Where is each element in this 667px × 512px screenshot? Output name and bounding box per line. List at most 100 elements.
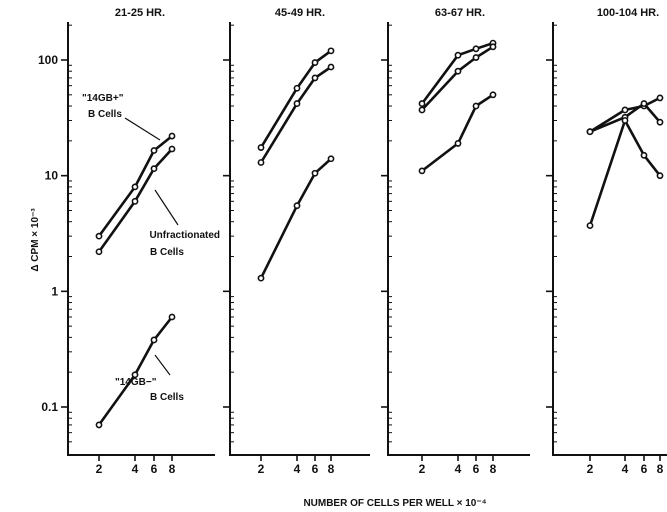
data-point — [311, 59, 319, 66]
annotation-unfractionated-cells: B Cells — [150, 247, 184, 258]
data-point — [454, 140, 462, 147]
x-tick-label: 4 — [294, 462, 301, 476]
x-tick-label: 6 — [312, 462, 319, 476]
data-point — [489, 43, 497, 51]
axis-frame — [67, 22, 215, 456]
data-point — [621, 106, 629, 114]
x-tick-label: 6 — [473, 462, 480, 476]
x-tick-label: 8 — [490, 462, 497, 476]
x-tick-label: 2 — [258, 462, 265, 476]
x-tick-label: 4 — [455, 462, 462, 476]
data-point — [418, 167, 426, 175]
data-point — [472, 102, 480, 110]
data-point — [95, 232, 103, 240]
panel-2: 2 4 6 8 45-49 HR. — [223, 7, 370, 476]
series-line-3 — [259, 157, 333, 280]
x-tick-label: 2 — [587, 462, 594, 476]
panel-4: 2 4 6 8 100-104 HR. — [546, 7, 667, 476]
series-line-2 — [588, 102, 662, 133]
data-point — [656, 118, 664, 126]
data-point — [454, 67, 462, 75]
panel-3: 2 4 6 8 63-67 HR. — [381, 7, 530, 476]
data-point — [293, 100, 301, 107]
data-point — [95, 248, 103, 256]
data-point — [454, 51, 462, 59]
x-tick-label: 6 — [151, 462, 158, 476]
x-tick-label: 8 — [328, 462, 335, 476]
series-line-2 — [97, 147, 174, 253]
data-point — [168, 145, 176, 153]
data-point — [418, 106, 426, 114]
data-point — [656, 94, 664, 102]
data-point — [472, 54, 480, 61]
data-point — [621, 117, 629, 124]
series-line-2 — [259, 65, 333, 164]
data-point — [168, 313, 176, 321]
x-axis-label: NUMBER OF CELLS PER WELL × 10⁻⁴ — [303, 498, 486, 509]
axis-frame — [552, 22, 667, 456]
annotation-unfractionated: Unfractionated — [149, 230, 220, 241]
x-tick-label: 4 — [132, 462, 139, 476]
data-point — [489, 91, 497, 99]
data-point — [327, 155, 335, 163]
data-point — [640, 100, 648, 107]
leader-line — [154, 354, 171, 376]
axis-frame — [229, 22, 370, 456]
series-line-3 — [420, 93, 495, 173]
annotation-14gb-minus-cells: B Cells — [150, 392, 184, 403]
y-axis-label: Δ CPM × 10⁻³ — [30, 208, 41, 272]
y-tick-label: 1 — [51, 284, 58, 298]
data-point — [257, 274, 265, 282]
annotation-14gb-plus-cells: B Cells — [88, 109, 122, 120]
panel-1: 100 10 1 0.1 2 4 6 8 21-25 HR. — [38, 7, 215, 476]
y-tick-label: 10 — [45, 169, 59, 183]
data-point — [293, 202, 301, 210]
x-tick-label: 8 — [657, 462, 664, 476]
data-point — [95, 421, 103, 429]
panel-title: 21-25 HR. — [115, 7, 165, 19]
panel-title: 63-67 HR. — [435, 7, 485, 19]
data-point — [131, 183, 139, 191]
series-line-3 — [588, 119, 662, 227]
series-line-1 — [97, 134, 174, 238]
series-line-1 — [259, 49, 333, 149]
leader-line — [124, 117, 161, 141]
data-point — [131, 371, 139, 379]
data-point — [586, 128, 594, 136]
annotation-14gb-plus: "14GB+" — [82, 93, 124, 104]
y-tick-label: 0.1 — [41, 400, 58, 414]
data-point — [327, 47, 335, 55]
data-point — [327, 63, 335, 71]
data-point — [150, 336, 158, 344]
y-tick-label: 100 — [38, 53, 58, 67]
data-point — [131, 197, 139, 205]
x-tick-label: 8 — [169, 462, 176, 476]
annotation-14gb-minus: "14GB−" — [115, 377, 157, 388]
series-line-3 — [97, 315, 174, 427]
axis-frame — [387, 22, 530, 456]
data-point — [150, 165, 158, 173]
series-line-1 — [420, 41, 495, 105]
data-point — [150, 147, 158, 154]
data-point — [640, 151, 648, 159]
data-point — [586, 222, 594, 230]
x-tick-label: 4 — [622, 462, 629, 476]
x-tick-label: 6 — [641, 462, 648, 476]
panel-title: 100-104 HR. — [597, 7, 659, 19]
data-point — [418, 100, 426, 107]
data-point — [257, 159, 265, 166]
data-point — [168, 132, 176, 140]
leader-line — [154, 189, 179, 226]
panel-title: 45-49 HR. — [275, 7, 325, 19]
data-point — [257, 144, 265, 151]
series-line-1 — [588, 96, 662, 133]
data-point — [472, 45, 480, 53]
annotations: "14GB+" B Cells Unfractionated B Cells "14GB… — [82, 93, 220, 403]
data-point — [311, 169, 319, 177]
series-line-2 — [420, 45, 495, 112]
data-point — [293, 84, 301, 92]
x-tick-label: 2 — [419, 462, 426, 476]
x-tick-label: 2 — [96, 462, 103, 476]
data-point — [311, 74, 319, 82]
